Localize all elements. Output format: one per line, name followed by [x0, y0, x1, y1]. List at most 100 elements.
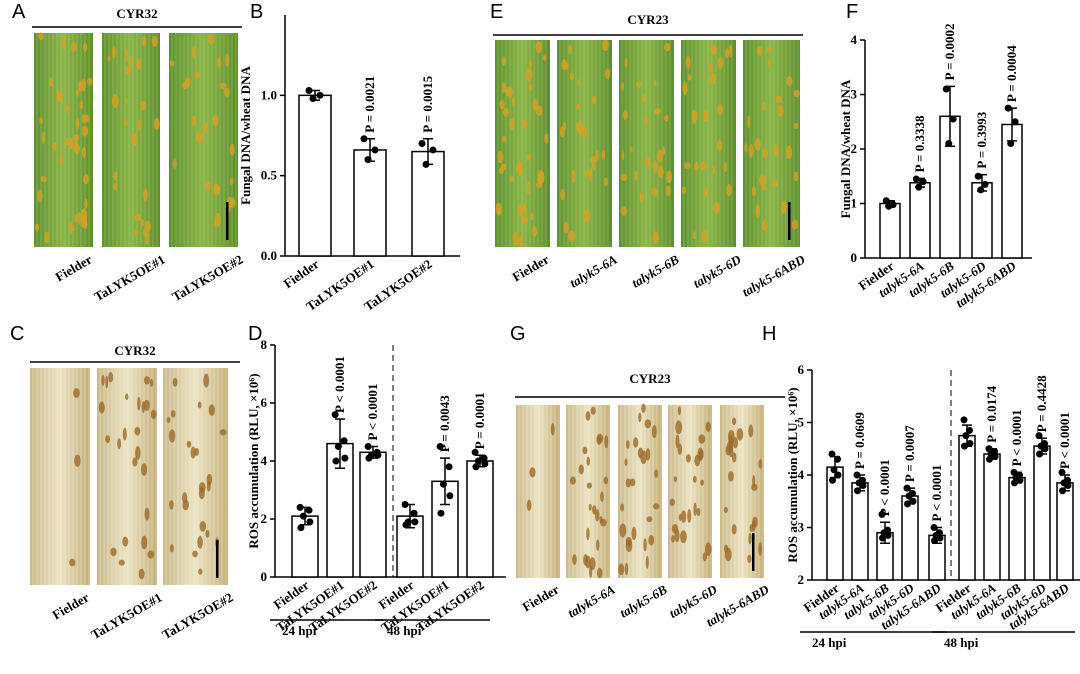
leaf-label: TaLYK5OE#1 [88, 590, 164, 643]
y-tick-label: 0.5 [261, 168, 278, 183]
lesion [213, 218, 218, 227]
y-axis-label: ROS accumulation (RLU, ×10⁶) [246, 373, 261, 548]
replicate-dot [1035, 432, 1043, 440]
lesion [118, 559, 125, 566]
replicate-dot [977, 186, 985, 194]
leaf [743, 40, 800, 247]
p-value: P < 0.0001 [1057, 412, 1072, 469]
lesion [105, 435, 111, 444]
replicate-dot [829, 476, 836, 484]
error-bar [300, 506, 310, 526]
lesion [701, 229, 708, 244]
lesion [502, 107, 509, 117]
lesion [83, 173, 89, 185]
error-bar [440, 457, 450, 506]
lesion [81, 78, 86, 92]
lesion [651, 425, 657, 438]
lesion [512, 231, 519, 246]
lesion [703, 188, 709, 197]
replicate-dot [974, 172, 982, 180]
lesion [654, 108, 661, 115]
lesion [748, 144, 754, 158]
lesion [75, 89, 79, 98]
lesion [134, 213, 142, 222]
lesion [640, 450, 647, 465]
replicate-dot [981, 180, 989, 188]
lesion [143, 188, 148, 202]
lesion [74, 214, 78, 223]
replicate-dot [878, 510, 886, 518]
lesion [709, 72, 717, 85]
lesion [87, 78, 93, 86]
error-bar [475, 454, 485, 468]
bar [901, 495, 919, 581]
leaf-image [163, 368, 228, 585]
lesion [529, 467, 536, 478]
y-tick-label: 0 [851, 250, 858, 265]
leaf-label: talyk5-6A [567, 251, 620, 290]
lesion [190, 446, 196, 459]
panel-letter: H [762, 323, 776, 345]
lesion [711, 164, 715, 175]
replicate-dot [297, 524, 305, 532]
lesion [166, 416, 171, 424]
lesion [728, 471, 734, 482]
scale-bar [216, 540, 219, 578]
lesion [150, 409, 157, 420]
lesion [631, 526, 637, 541]
lesion [618, 563, 625, 576]
leaf-label: TaLYK5OE#2 [169, 252, 245, 305]
lesion [538, 171, 545, 184]
lesion [204, 180, 211, 192]
lesion [217, 56, 222, 69]
lesion [77, 212, 81, 225]
lesion [724, 48, 730, 59]
lesion [499, 99, 505, 110]
lesion [124, 118, 128, 127]
bar [359, 451, 387, 578]
error-bar [945, 85, 955, 148]
lesion [563, 221, 570, 234]
lesion [69, 221, 73, 235]
lesion [125, 393, 129, 401]
lesion [602, 39, 609, 51]
lesion [522, 203, 527, 212]
replicate-dot [962, 432, 970, 440]
y-tick-label: 3 [851, 87, 858, 102]
lesion [497, 150, 504, 164]
lesion [208, 404, 215, 416]
lesion [502, 55, 506, 66]
leaf-image [743, 40, 800, 247]
replicate-dot [960, 416, 968, 424]
leaf [102, 33, 160, 247]
y-tick-label: 1 [851, 196, 858, 211]
lesion [751, 186, 757, 197]
p-value: P = 0.4428 [1034, 375, 1049, 432]
lesion [665, 185, 671, 197]
lesion [700, 161, 707, 171]
lesion [748, 532, 752, 545]
y-tick-label: 2 [851, 141, 858, 156]
lesion [643, 538, 647, 552]
lesion [144, 507, 150, 521]
leaf-image [681, 40, 736, 247]
lesion [791, 219, 798, 230]
x-tick-label: Fielder [281, 256, 322, 291]
lesion [172, 158, 177, 169]
lesion [101, 374, 105, 386]
panel-letter: E [490, 1, 503, 23]
lesion [596, 539, 600, 551]
lesion [39, 117, 43, 124]
lesion [727, 429, 735, 444]
y-tick-label: 0.0 [261, 248, 277, 263]
lesion [684, 162, 691, 170]
lesion [535, 41, 543, 54]
lesion [605, 68, 611, 80]
y-axis-label: ROS accumulation (RLU, ×10⁶) [785, 387, 800, 562]
lesion [535, 182, 543, 189]
p-value: P = 0.0007 [902, 425, 917, 482]
lesion [603, 476, 609, 485]
leaf-image [720, 405, 764, 578]
replicate-dot [439, 480, 447, 488]
lesion [528, 59, 533, 68]
